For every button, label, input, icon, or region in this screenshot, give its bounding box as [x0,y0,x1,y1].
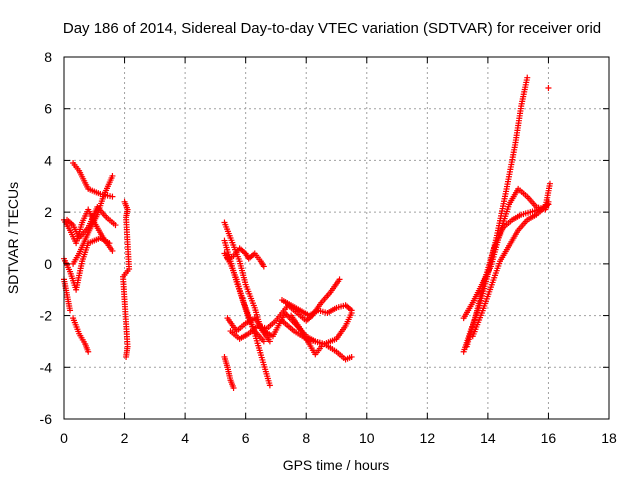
series-track-a6 [61,276,74,314]
series-track-a8 [120,198,133,360]
series-track-b9 [288,312,325,358]
y-tick-label: 2 [44,204,52,220]
x-tick-label: 8 [302,430,310,446]
data-points [61,74,553,391]
x-tick-label: 16 [541,430,557,446]
plot-frame [63,56,610,420]
y-axis-label: SDTVAR / TECUs [5,182,21,294]
data-point-marker [524,74,531,81]
series-track-c3 [469,180,553,340]
x-tick-label: 18 [601,430,617,446]
y-tick-label: -6 [40,411,53,427]
x-tick-label: 14 [480,430,496,446]
data-point-marker [230,384,237,391]
data-point-marker [545,201,552,208]
series-track-a4 [61,206,116,254]
series-track-a3 [64,203,119,241]
series-track-a7 [70,315,92,355]
series-track-b4 [224,245,267,270]
x-tick-label: 0 [60,430,68,446]
y-tick-label: 8 [44,49,52,65]
data-point-marker [260,263,267,270]
y-tick-label: -4 [40,359,53,375]
data-point-marker [123,353,130,360]
y-tick-label: 0 [44,256,52,272]
data-point-marker [318,343,325,350]
x-tick-label: 6 [242,430,250,446]
y-tick-label: -2 [40,308,53,324]
x-tick-label: 12 [420,430,436,446]
chart-title: Day 186 of 2014, Sidereal Day-to-day VTE… [63,20,601,37]
data-point-marker [545,85,552,92]
series-track-c4 [463,201,552,350]
data-point-marker [109,247,116,254]
data-point-marker [67,307,74,314]
data-point-marker [109,193,116,200]
y-tick-label: 4 [44,152,52,168]
data-point-marker [266,338,273,345]
data-point-marker [266,382,273,389]
series-track-b10 [221,353,237,391]
data-point-marker [109,172,116,179]
axis-ticks: 0 2 4 6 8 10 12 14 16 18 -6 -4 -2 0 2 4 6 8 [40,49,617,446]
x-tick-label: 4 [181,430,189,446]
series-track-b7 [279,297,355,319]
x-tick-label: 2 [121,430,129,446]
series-track-b8 [279,317,355,363]
grid [64,57,609,419]
data-point-marker [348,353,355,360]
data-point-marker [348,307,355,314]
series-track-c5 [545,85,552,92]
y-tick-label: 6 [44,101,52,117]
data-point-marker [260,338,267,345]
x-axis-label: GPS time / hours [283,457,390,473]
data-point-marker [112,222,119,229]
x-tick-label: 10 [359,430,375,446]
data-point-marker [85,348,92,355]
data-point-marker [106,240,113,247]
data-point-marker [336,276,343,283]
data-point-marker [546,180,553,187]
